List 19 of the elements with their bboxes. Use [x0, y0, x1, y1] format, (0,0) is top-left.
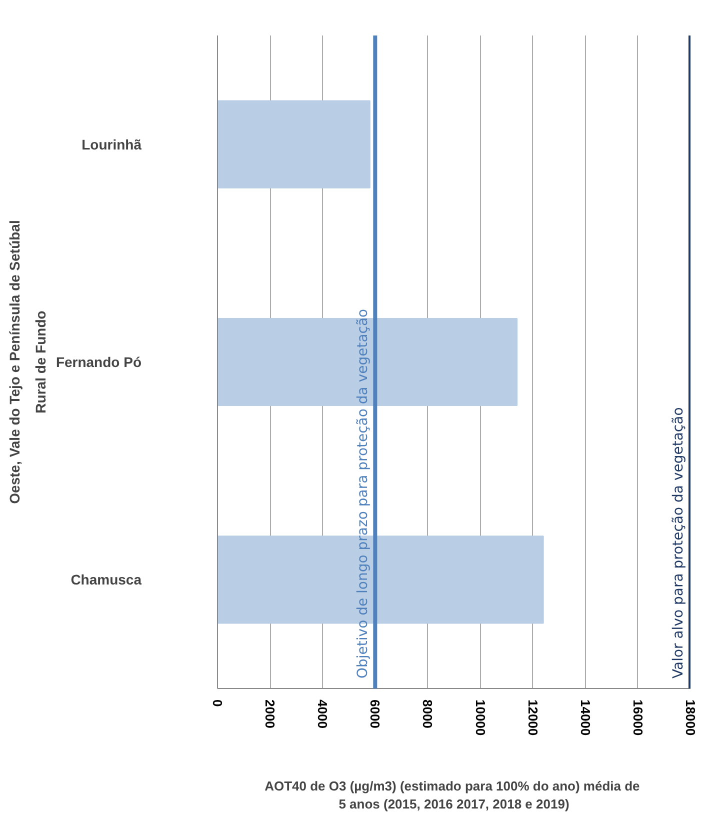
text: Oeste, Vale do Tejo e Península de Setúbal [6, 220, 22, 504]
y-tick-label: Fernando Pó [56, 354, 142, 370]
x-tick-label: 2000 [262, 700, 278, 728]
x-tick-label: 16000 [630, 700, 646, 736]
y-tick-label: Chamusca [70, 572, 142, 588]
bar [218, 100, 370, 188]
ref-line-label: Objetivo de longo prazo para proteção da vegetação [355, 308, 372, 678]
x-tick-label: 18000 [683, 700, 698, 736]
x-tick-label: 8000 [420, 700, 436, 728]
x-tick-label: 14000 [578, 700, 593, 736]
y-tick-label: Lourinhã [82, 136, 142, 152]
x-axis-title: AOT40 de O3 (µg/m3) (estimado para 100% do ano) média de 5 anos (2015, 2016 2017, 2018 e 2019) [264, 778, 640, 812]
ref-line-label: Valor alvo para proteção da vegetação [670, 407, 686, 678]
x-tick-label: 0 [210, 700, 225, 707]
x-tick-label: 10000 [472, 700, 488, 736]
x-tick-label: 4000 [315, 700, 330, 728]
x-tick-label: 12000 [525, 700, 540, 736]
text: Rural de Fundo [32, 310, 48, 414]
x-tick-label: 6000 [368, 700, 383, 728]
